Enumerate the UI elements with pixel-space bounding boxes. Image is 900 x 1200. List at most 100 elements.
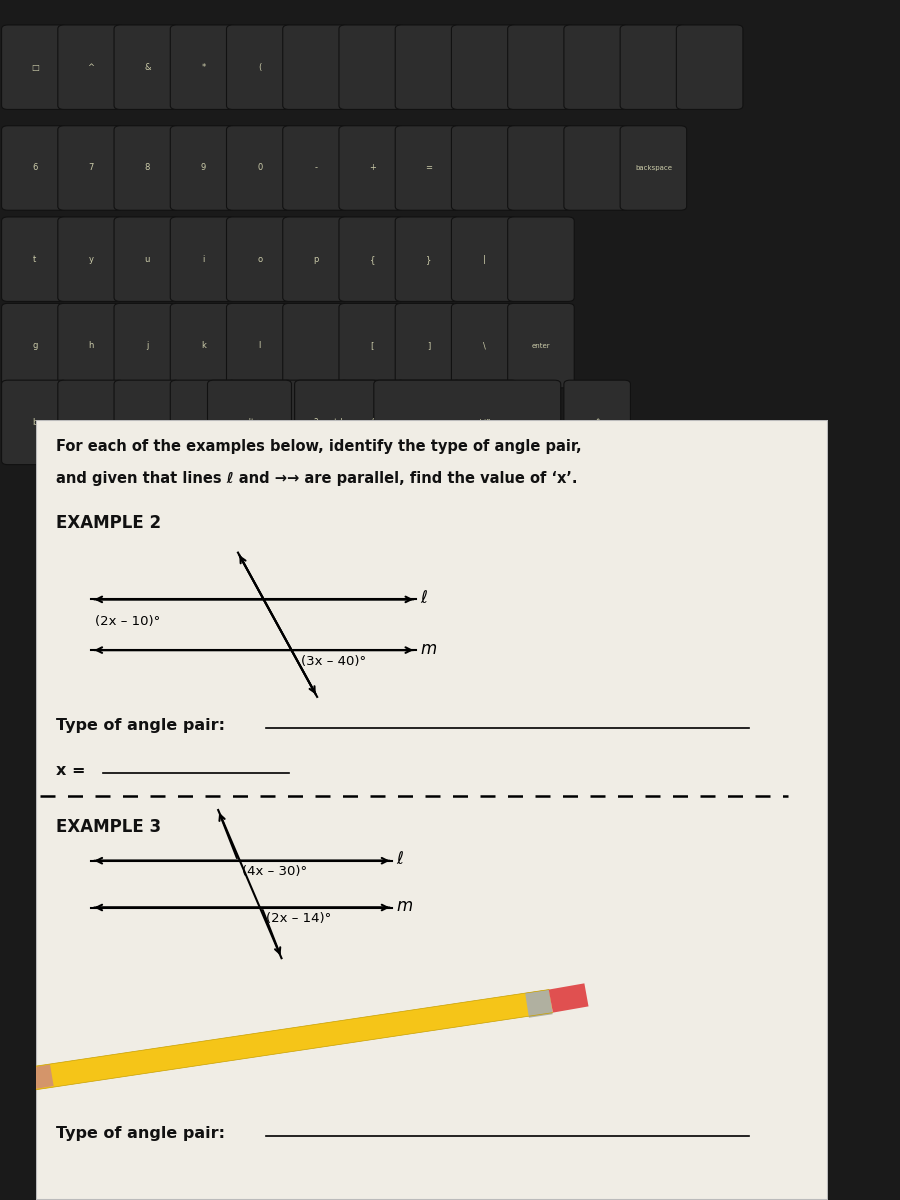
- FancyBboxPatch shape: [36, 420, 828, 1200]
- FancyBboxPatch shape: [114, 25, 181, 109]
- FancyBboxPatch shape: [452, 25, 518, 109]
- Text: u: u: [145, 254, 150, 264]
- FancyBboxPatch shape: [58, 25, 124, 109]
- Text: (2x – 10)°: (2x – 10)°: [95, 614, 161, 628]
- FancyBboxPatch shape: [283, 380, 349, 464]
- Text: ℓ: ℓ: [396, 850, 403, 868]
- FancyBboxPatch shape: [227, 126, 293, 210]
- FancyBboxPatch shape: [227, 25, 293, 109]
- Text: &: &: [144, 62, 150, 72]
- FancyBboxPatch shape: [283, 304, 349, 388]
- Text: =: =: [425, 163, 432, 173]
- Text: m: m: [143, 418, 151, 427]
- Text: ]: ]: [427, 341, 430, 350]
- FancyBboxPatch shape: [564, 126, 630, 210]
- Text: ^: ^: [594, 418, 600, 427]
- FancyBboxPatch shape: [549, 983, 589, 1013]
- FancyBboxPatch shape: [58, 380, 124, 464]
- FancyBboxPatch shape: [564, 380, 630, 464]
- FancyBboxPatch shape: [374, 380, 561, 464]
- FancyBboxPatch shape: [170, 25, 237, 109]
- FancyBboxPatch shape: [114, 380, 181, 464]
- Text: k: k: [201, 341, 206, 350]
- FancyBboxPatch shape: [339, 126, 406, 210]
- FancyBboxPatch shape: [58, 126, 124, 210]
- FancyBboxPatch shape: [283, 217, 349, 301]
- FancyBboxPatch shape: [2, 380, 68, 464]
- FancyBboxPatch shape: [2, 25, 68, 109]
- Text: EXAMPLE 3: EXAMPLE 3: [56, 818, 161, 835]
- FancyBboxPatch shape: [227, 380, 293, 464]
- FancyBboxPatch shape: [339, 380, 406, 464]
- Text: and given that lines ℓ and →→ are parallel, find the value of ‘x’.: and given that lines ℓ and →→ are parall…: [56, 470, 577, 486]
- FancyBboxPatch shape: [395, 126, 462, 210]
- Text: alt: alt: [245, 418, 255, 427]
- Text: -: -: [314, 163, 318, 173]
- Text: <: <: [200, 418, 207, 427]
- Text: j: j: [146, 341, 148, 350]
- FancyBboxPatch shape: [339, 304, 406, 388]
- FancyBboxPatch shape: [114, 126, 181, 210]
- FancyBboxPatch shape: [395, 304, 462, 388]
- FancyBboxPatch shape: [58, 217, 124, 301]
- Text: backspace: backspace: [634, 164, 672, 170]
- FancyBboxPatch shape: [339, 25, 406, 109]
- FancyBboxPatch shape: [283, 25, 349, 109]
- FancyBboxPatch shape: [2, 304, 68, 388]
- FancyBboxPatch shape: [564, 25, 630, 109]
- FancyBboxPatch shape: [452, 217, 518, 301]
- Text: (2x – 14)°: (2x – 14)°: [266, 912, 331, 925]
- Text: +: +: [369, 163, 375, 173]
- Text: t: t: [33, 254, 37, 264]
- FancyBboxPatch shape: [452, 126, 518, 210]
- Text: y: y: [88, 254, 94, 264]
- Text: enter: enter: [532, 343, 550, 348]
- Text: ℓ: ℓ: [420, 589, 427, 607]
- Text: For each of the examples below, identify the type of angle pair,: For each of the examples below, identify…: [56, 439, 581, 455]
- FancyBboxPatch shape: [452, 380, 518, 464]
- FancyBboxPatch shape: [170, 304, 237, 388]
- FancyBboxPatch shape: [508, 217, 574, 301]
- Text: n: n: [88, 418, 94, 427]
- Text: [: [: [371, 341, 373, 350]
- FancyBboxPatch shape: [395, 380, 462, 464]
- Text: 9: 9: [201, 163, 206, 173]
- Text: 8: 8: [145, 163, 150, 173]
- Text: ?: ?: [314, 418, 319, 427]
- FancyBboxPatch shape: [283, 126, 349, 210]
- FancyBboxPatch shape: [395, 25, 462, 109]
- FancyBboxPatch shape: [395, 217, 462, 301]
- Text: o: o: [257, 254, 262, 264]
- Text: p: p: [313, 254, 319, 264]
- FancyBboxPatch shape: [620, 25, 687, 109]
- Text: }: }: [426, 254, 431, 264]
- Text: □: □: [31, 62, 39, 72]
- Text: {: {: [370, 254, 375, 264]
- Text: m: m: [420, 640, 436, 658]
- FancyBboxPatch shape: [508, 126, 574, 210]
- Text: x =: x =: [56, 763, 86, 779]
- FancyBboxPatch shape: [227, 304, 293, 388]
- Text: *: *: [202, 62, 206, 72]
- FancyBboxPatch shape: [508, 25, 574, 109]
- FancyBboxPatch shape: [208, 380, 292, 464]
- Text: l: l: [258, 341, 261, 350]
- FancyBboxPatch shape: [2, 217, 68, 301]
- Text: >: >: [256, 418, 264, 427]
- FancyBboxPatch shape: [26, 1064, 54, 1090]
- FancyBboxPatch shape: [114, 304, 181, 388]
- Text: (3x – 40)°: (3x – 40)°: [302, 655, 366, 667]
- FancyBboxPatch shape: [2, 126, 68, 210]
- FancyBboxPatch shape: [20, 1074, 32, 1085]
- Text: Type of angle pair:: Type of angle pair:: [56, 718, 225, 733]
- FancyBboxPatch shape: [508, 304, 574, 388]
- FancyBboxPatch shape: [114, 217, 181, 301]
- Text: |: |: [483, 254, 486, 264]
- FancyBboxPatch shape: [58, 304, 124, 388]
- Text: ^: ^: [87, 62, 94, 72]
- Text: h: h: [88, 341, 94, 350]
- Text: 6: 6: [32, 163, 38, 173]
- Text: i: i: [202, 254, 204, 264]
- Text: (: (: [258, 62, 261, 72]
- Text: ctrl: ctrl: [330, 418, 343, 427]
